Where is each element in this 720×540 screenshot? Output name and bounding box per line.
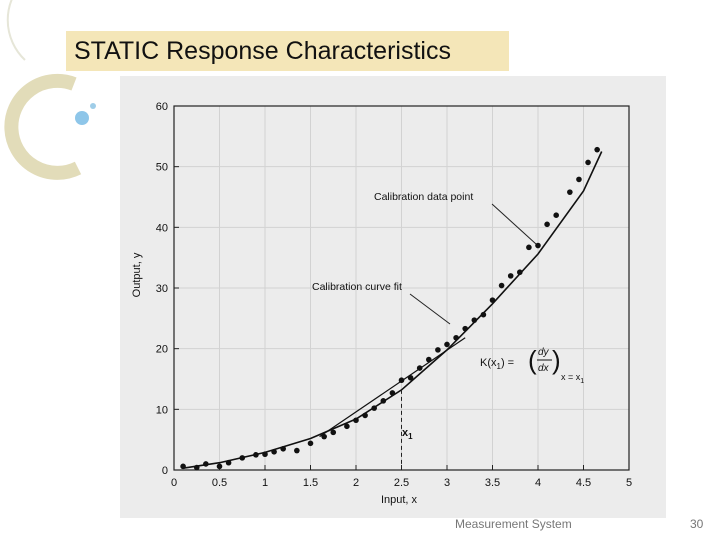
- x-tick-label-3: 1.5: [303, 477, 318, 489]
- x-tick-label-1: 0.5: [212, 477, 227, 489]
- y-tick-label-6: 60: [156, 101, 168, 113]
- leader-curve-fit: [409, 293, 451, 325]
- data-point-5: [239, 455, 246, 461]
- chart-scan-panel: 0 0.5 1 1.5 2 2.5 3 3.5 4 4.5 5 0 10 20 30 40 50 60 Outpu…: [120, 76, 666, 518]
- x-tick-label-8: 4: [535, 477, 541, 489]
- decorative-dot-small: [90, 103, 96, 109]
- data-point-7: [262, 451, 268, 458]
- data-point-24: [435, 347, 441, 353]
- data-point-37: [553, 212, 559, 218]
- data-point-3: [216, 463, 223, 470]
- annotation-leaders: [409, 203, 537, 325]
- calibration-data-points: [180, 146, 600, 471]
- data-point-35: [535, 242, 541, 249]
- data-point-32: [507, 273, 514, 279]
- slide-title-text: STATIC Response Characteristics: [74, 37, 451, 65]
- decorative-dot-blue: [75, 111, 89, 125]
- slide-title: STATIC Response Characteristics: [66, 31, 509, 71]
- svg-text:dx: dx: [538, 363, 550, 374]
- data-point-2: [203, 461, 209, 467]
- data-point-15: [353, 417, 359, 424]
- svg-text:(: (: [528, 345, 537, 375]
- annotation-x1: x1: [402, 427, 413, 441]
- x-tick-label-7: 3.5: [485, 477, 500, 489]
- data-point-41: [594, 146, 600, 153]
- data-point-39: [576, 176, 582, 183]
- data-point-38: [567, 189, 573, 195]
- data-point-23: [426, 356, 432, 363]
- x-tick-label-9: 4.5: [576, 477, 591, 489]
- svg-text:dy: dy: [538, 347, 550, 358]
- x-tick-label-5: 2.5: [394, 477, 409, 489]
- y-tick-label-5: 50: [156, 162, 168, 174]
- tangent-line: [319, 337, 466, 438]
- data-point-13: [330, 429, 337, 436]
- x-tick-label-0: 0: [171, 477, 177, 489]
- decorative-circles: [4, 0, 96, 180]
- data-point-27: [462, 325, 469, 332]
- y-tick-label-0: 0: [162, 465, 168, 477]
- y-tick-label-2: 20: [156, 344, 168, 356]
- data-point-33: [517, 269, 523, 276]
- data-point-36: [544, 221, 550, 228]
- data-point-21: [407, 374, 414, 381]
- annotation-calibration-curve-fit: Calibration curve fit: [312, 281, 402, 293]
- data-point-9: [280, 445, 286, 452]
- data-point-19: [389, 390, 396, 396]
- x-tick-label-2: 1: [262, 477, 268, 489]
- data-point-26: [453, 334, 459, 341]
- data-point-11: [307, 440, 314, 447]
- x-tick-label-4: 2: [353, 477, 359, 489]
- data-point-17: [371, 405, 377, 411]
- data-point-25: [444, 341, 450, 348]
- data-point-1: [193, 464, 200, 471]
- data-point-18: [380, 398, 387, 404]
- svg-text:K(x1) =: K(x1) =: [480, 357, 514, 371]
- data-point-4: [225, 459, 232, 466]
- data-point-34: [526, 244, 532, 251]
- data-point-28: [471, 317, 478, 323]
- y-tick-label-1: 10: [156, 404, 168, 416]
- data-point-0: [180, 463, 186, 470]
- annotation-calibration-data-point: Calibration data point: [374, 191, 473, 203]
- data-point-14: [344, 423, 350, 430]
- data-point-31: [498, 282, 505, 289]
- leader-data-point: [491, 203, 537, 245]
- svg-text:x = x1: x = x1: [561, 372, 584, 385]
- x-tick-label-10: 5: [626, 477, 632, 489]
- data-point-30: [489, 297, 496, 303]
- x-tick-label-6: 3: [444, 477, 450, 489]
- footer-text: Measurement System: [455, 517, 572, 531]
- data-point-29: [480, 311, 487, 318]
- decorative-arc-large: [4, 73, 82, 180]
- data-point-22: [416, 365, 423, 371]
- svg-text:): ): [552, 345, 561, 375]
- decorative-arc-outline: [6, 0, 26, 61]
- y-tick-label-4: 40: [156, 222, 168, 234]
- data-point-10: [294, 447, 300, 454]
- page-number: 30: [690, 517, 704, 531]
- data-point-6: [253, 452, 259, 458]
- x-axis-label: Input, x: [381, 494, 418, 506]
- data-point-20: [398, 377, 405, 384]
- data-point-40: [585, 159, 591, 166]
- data-point-12: [321, 433, 327, 440]
- y-axis-label: Output, y: [131, 252, 143, 297]
- annotation-sensitivity-formula: K(x1) = ( dy dx ) x = x1: [480, 345, 584, 385]
- y-tick-label-3: 30: [156, 283, 168, 295]
- data-point-16: [362, 412, 368, 419]
- data-point-8: [271, 449, 277, 455]
